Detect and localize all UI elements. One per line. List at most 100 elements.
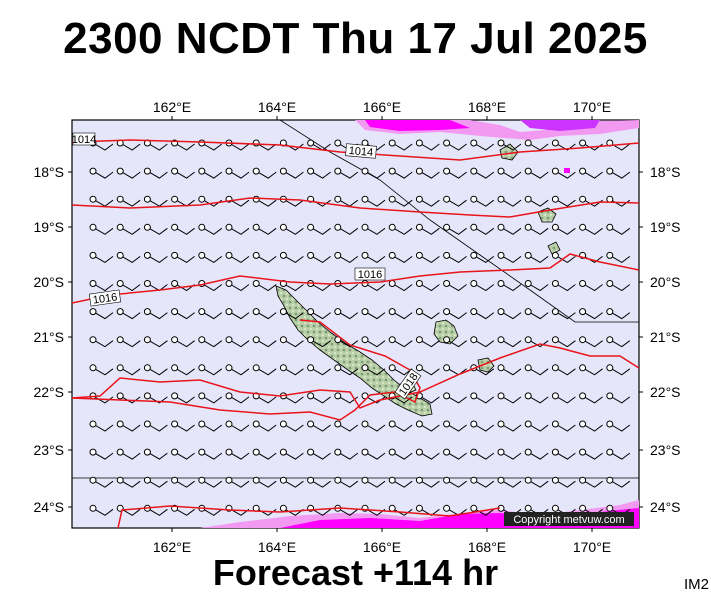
wind-barb (334, 476, 359, 488)
wind-barb (225, 251, 250, 263)
wind-barb (143, 392, 168, 404)
wind-barb (334, 448, 359, 460)
isobar-lines (72, 139, 639, 528)
wind-barb (361, 448, 386, 460)
wind-barb (443, 195, 467, 207)
wind-barb (606, 476, 631, 488)
wind-barb (252, 364, 277, 376)
wind-barb (307, 448, 331, 460)
wind-barb (524, 420, 549, 432)
wind-barb (579, 364, 603, 376)
wind-barb (198, 476, 223, 488)
wind-barb (579, 280, 603, 292)
wind-barb (143, 308, 168, 320)
wind-barb (116, 139, 141, 151)
wind-barb (171, 336, 195, 348)
wind-barb (524, 448, 549, 460)
wind-barb (252, 280, 277, 292)
wind-barb (225, 336, 250, 348)
wind-barb (388, 476, 413, 488)
wind-barb (470, 251, 495, 263)
wind-barb (225, 364, 250, 376)
wind-barb (470, 223, 495, 235)
lat-tick-label-right: 21°S (650, 329, 681, 345)
wind-barb (388, 336, 413, 348)
wind-barb (497, 476, 522, 488)
wind-barb (116, 223, 141, 235)
lon-tick-label-bottom: 166°E (363, 539, 401, 555)
small-island (547, 241, 561, 255)
wind-barb (524, 167, 549, 179)
lon-tick-label-top: 168°E (468, 99, 506, 115)
lifou-island (433, 319, 459, 345)
lon-tick-label-top: 162°E (153, 99, 191, 115)
wind-barb (361, 195, 386, 207)
wind-barb-field (89, 139, 631, 516)
wind-barb (307, 336, 331, 348)
wind-barb (89, 448, 114, 460)
wind-barb (524, 476, 549, 488)
wind-barb (252, 420, 277, 432)
new-caledonia-island (275, 285, 433, 417)
wind-barb (497, 308, 522, 320)
wind-barb (470, 476, 495, 488)
wind-barb (470, 280, 495, 292)
wind-barb (388, 448, 413, 460)
wind-barb (524, 364, 549, 376)
lon-tick-label-bottom: 170°E (573, 539, 611, 555)
wind-barb (89, 195, 114, 207)
wind-barb (606, 280, 631, 292)
wind-barb (470, 308, 495, 320)
lat-tick-label-left: 18°S (33, 164, 64, 180)
wind-barb (252, 223, 277, 235)
wind-barb (361, 167, 386, 179)
isobar-labels: 1014 1014 1016 1016 1018 (72, 132, 422, 400)
wind-barb (443, 420, 467, 432)
wind-barb (551, 139, 576, 151)
wind-barb (198, 223, 223, 235)
wind-barb (443, 448, 467, 460)
wind-barb (579, 336, 603, 348)
wind-barb (579, 420, 603, 432)
wind-barb (415, 336, 440, 348)
wind-barb (415, 364, 440, 376)
wind-barb (497, 251, 522, 263)
wind-barb (279, 251, 304, 263)
wind-barb (252, 308, 277, 320)
wind-barb (225, 476, 250, 488)
wind-barb (171, 251, 195, 263)
wind-barb (279, 420, 304, 432)
wind-barb (497, 336, 522, 348)
wind-barb (171, 364, 195, 376)
wind-barb (89, 504, 114, 516)
wind-barb (606, 308, 631, 320)
lat-tick-label-left: 22°S (33, 384, 64, 400)
wind-barb (388, 420, 413, 432)
wind-barb (443, 167, 467, 179)
wind-barb (361, 476, 386, 488)
lon-tick-label-bottom: 168°E (468, 539, 506, 555)
wind-barb (279, 364, 304, 376)
wind-barb (171, 223, 195, 235)
lat-tick-label-left: 24°S (33, 499, 64, 515)
lat-tick-label-left: 21°S (33, 329, 64, 345)
wind-barb (307, 308, 331, 320)
wind-barb (116, 280, 141, 292)
wind-barb (143, 476, 168, 488)
wind-barb (143, 251, 168, 263)
wind-barb (279, 308, 304, 320)
wind-barb (116, 364, 141, 376)
wind-barb (579, 308, 603, 320)
wind-barb (470, 420, 495, 432)
wind-barb (497, 448, 522, 460)
wind-barb (171, 420, 195, 432)
wind-barb (579, 392, 603, 404)
wind-barb (497, 167, 522, 179)
wind-barb (388, 167, 413, 179)
wind-barb (497, 420, 522, 432)
wind-barb (579, 167, 603, 179)
wind-barb (361, 336, 386, 348)
wind-barb (497, 223, 522, 235)
wind-barb (334, 223, 359, 235)
wind-barb (579, 223, 603, 235)
